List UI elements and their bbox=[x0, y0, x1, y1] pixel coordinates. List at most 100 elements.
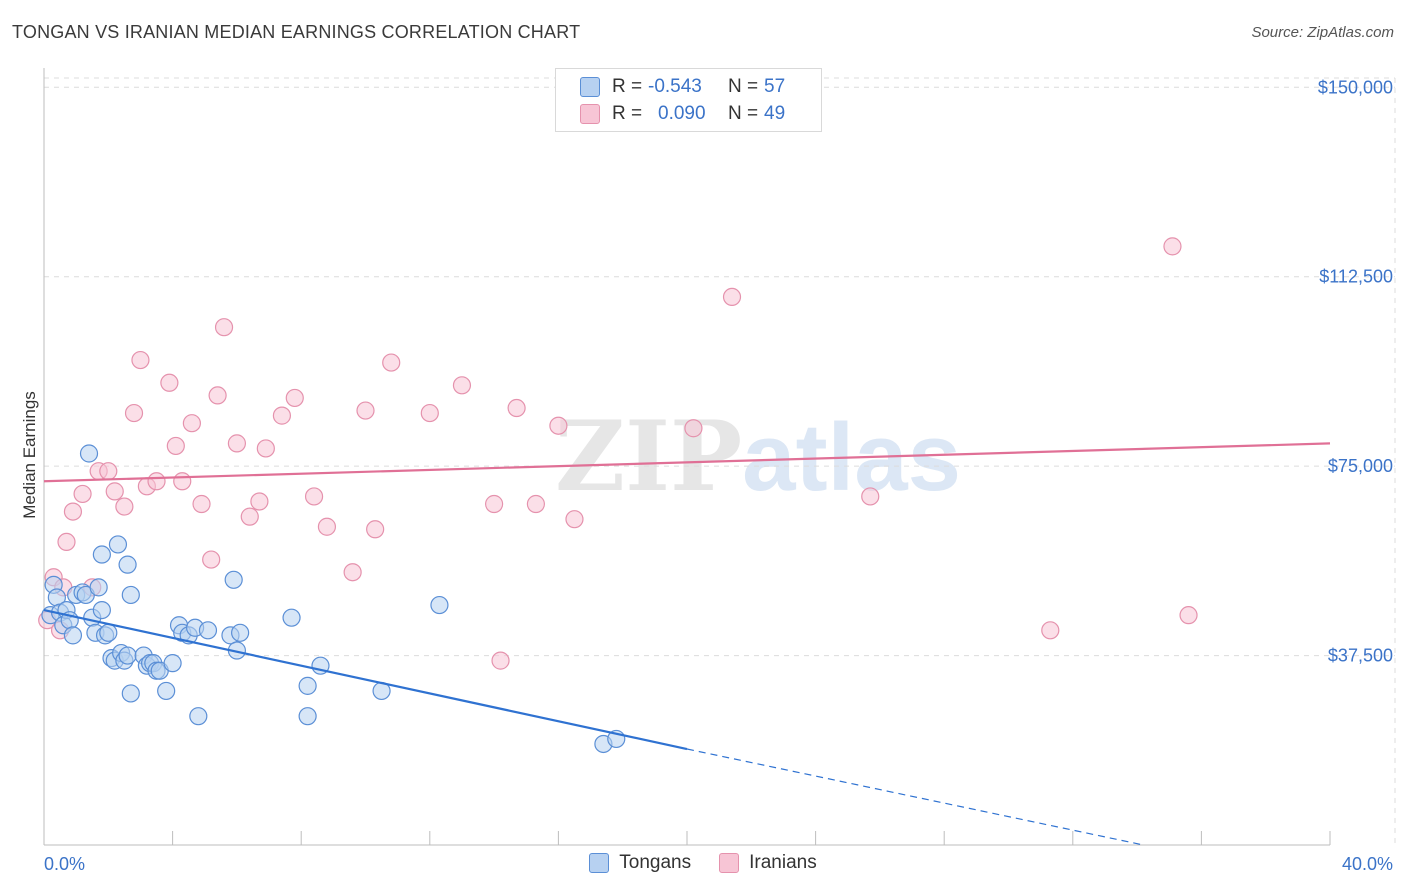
tongans-point bbox=[121, 684, 140, 703]
iranians-point bbox=[173, 472, 192, 491]
tongans-point bbox=[121, 585, 140, 605]
iranians-point bbox=[131, 350, 150, 370]
tongans-point bbox=[231, 623, 250, 642]
chart-title: TONGAN VS IRANIAN MEDIAN EARNINGS CORREL… bbox=[12, 22, 581, 42]
tongans-point bbox=[157, 681, 176, 701]
y-tick-label: $150,000 bbox=[1318, 77, 1393, 97]
iranians-point bbox=[526, 494, 545, 514]
iranians-point bbox=[507, 398, 526, 418]
correlation-legend: R = -0.543 N = 57 R = 0.090 N = 49 bbox=[555, 68, 822, 132]
n-label: N = bbox=[728, 76, 759, 97]
iranians-point bbox=[1041, 621, 1060, 640]
iranians-point bbox=[304, 487, 324, 506]
iranians-point bbox=[166, 436, 185, 456]
iranians-point bbox=[452, 376, 472, 395]
iranians-point bbox=[491, 651, 510, 670]
tongans-point bbox=[163, 654, 182, 673]
iranians-point bbox=[147, 472, 166, 491]
iranians-point bbox=[722, 287, 742, 306]
y-tick-label: $75,000 bbox=[1328, 456, 1393, 476]
iranians-point bbox=[63, 502, 83, 521]
n-label: N = bbox=[728, 103, 759, 124]
x-tick-label: 40.0% bbox=[1342, 854, 1393, 874]
iranians-point bbox=[250, 492, 269, 511]
iranians-point bbox=[420, 403, 439, 423]
iranians-point bbox=[1163, 237, 1182, 256]
tongans-point bbox=[92, 545, 111, 564]
tongans-trend-line bbox=[43, 609, 688, 751]
iranians-point bbox=[57, 532, 76, 552]
axis-labels: $37,500 $75,000 $112,500 $150,000 0.0% 40.0% M… bbox=[20, 77, 1393, 874]
tongans-point bbox=[92, 600, 111, 620]
tongans-point bbox=[198, 621, 218, 640]
iranians-trend-line bbox=[43, 442, 1331, 483]
tongans-point bbox=[79, 444, 99, 463]
iranians-point bbox=[182, 414, 201, 433]
iranians-point bbox=[684, 419, 703, 438]
legend-item-iranians[interactable]: Iranians bbox=[719, 852, 817, 874]
tongans-trend-extension bbox=[686, 748, 1144, 846]
r-label: R = bbox=[612, 103, 643, 124]
iranians-point bbox=[343, 563, 362, 582]
legend-item-tongans[interactable]: Tongans bbox=[589, 852, 691, 874]
iranians-point bbox=[115, 497, 134, 516]
tongans-point bbox=[118, 555, 137, 574]
iranians-point bbox=[1179, 606, 1198, 625]
iranians-point bbox=[124, 403, 144, 423]
iranians-point bbox=[160, 373, 179, 392]
tongans-point bbox=[118, 646, 137, 665]
iranians-point bbox=[208, 386, 227, 405]
y-tick-label: $37,500 bbox=[1328, 646, 1393, 666]
n-value: 49 bbox=[764, 103, 786, 124]
iranians-point bbox=[192, 494, 211, 514]
axes bbox=[43, 68, 1331, 846]
tongans-point bbox=[298, 676, 317, 695]
iranians-point bbox=[105, 482, 124, 501]
x-tick-label: 0.0% bbox=[44, 854, 85, 874]
r-value: 0.090 bbox=[658, 103, 706, 124]
tongans-legend-label: Tongans bbox=[619, 852, 692, 873]
y-tick-label: $112,500 bbox=[1319, 267, 1393, 287]
iranians-point bbox=[256, 439, 275, 458]
iranians-legend-label: Iranians bbox=[749, 852, 817, 873]
tongans-point bbox=[108, 535, 128, 554]
trend-lines bbox=[43, 442, 1331, 846]
tongans-point bbox=[99, 623, 118, 642]
iranians-point bbox=[227, 434, 246, 453]
tongans-point bbox=[189, 707, 208, 726]
n-value: 57 bbox=[764, 76, 786, 97]
tongans-point bbox=[298, 707, 317, 726]
iranians-point bbox=[285, 388, 304, 408]
r-value: -0.543 bbox=[648, 76, 702, 97]
iranians-point bbox=[99, 462, 118, 481]
gridlines bbox=[44, 77, 1396, 845]
iranians-legend-swatch bbox=[719, 853, 740, 873]
tongans-point bbox=[63, 626, 83, 645]
iranians-point bbox=[214, 318, 234, 337]
legend-row-iranians: R = 0.090 N = 49 bbox=[580, 102, 785, 126]
iranians-point bbox=[861, 487, 880, 506]
tongans-point bbox=[430, 595, 449, 615]
iranians-point bbox=[73, 484, 92, 504]
iranians-point bbox=[317, 517, 337, 536]
tongans-point bbox=[224, 570, 243, 589]
iranians-point bbox=[382, 353, 401, 372]
series-legend: Tongans Iranians bbox=[0, 852, 1406, 874]
y-axis-label: Median Earnings bbox=[20, 391, 39, 519]
tongans-points bbox=[41, 444, 626, 754]
source-label: Source: ZipAtlas.com bbox=[1251, 24, 1394, 41]
iranians-point bbox=[240, 507, 259, 526]
iranians-point bbox=[272, 406, 292, 425]
iranians-point bbox=[549, 416, 568, 435]
iranians-point bbox=[366, 520, 385, 539]
legend-row-tongans: R = -0.543 N = 57 bbox=[580, 75, 785, 99]
iranians-point bbox=[485, 494, 504, 514]
iranians-point bbox=[565, 510, 584, 529]
tongans-point bbox=[282, 608, 301, 627]
tongans-legend-swatch bbox=[589, 853, 610, 873]
r-label: R = bbox=[612, 76, 643, 97]
iranians-swatch bbox=[580, 104, 600, 124]
iranians-point bbox=[202, 550, 221, 569]
iranians-point bbox=[356, 401, 375, 420]
